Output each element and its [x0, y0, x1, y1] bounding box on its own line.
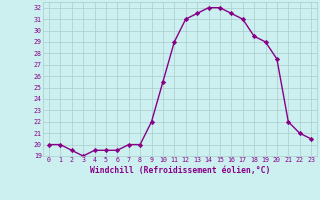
- X-axis label: Windchill (Refroidissement éolien,°C): Windchill (Refroidissement éolien,°C): [90, 166, 270, 175]
